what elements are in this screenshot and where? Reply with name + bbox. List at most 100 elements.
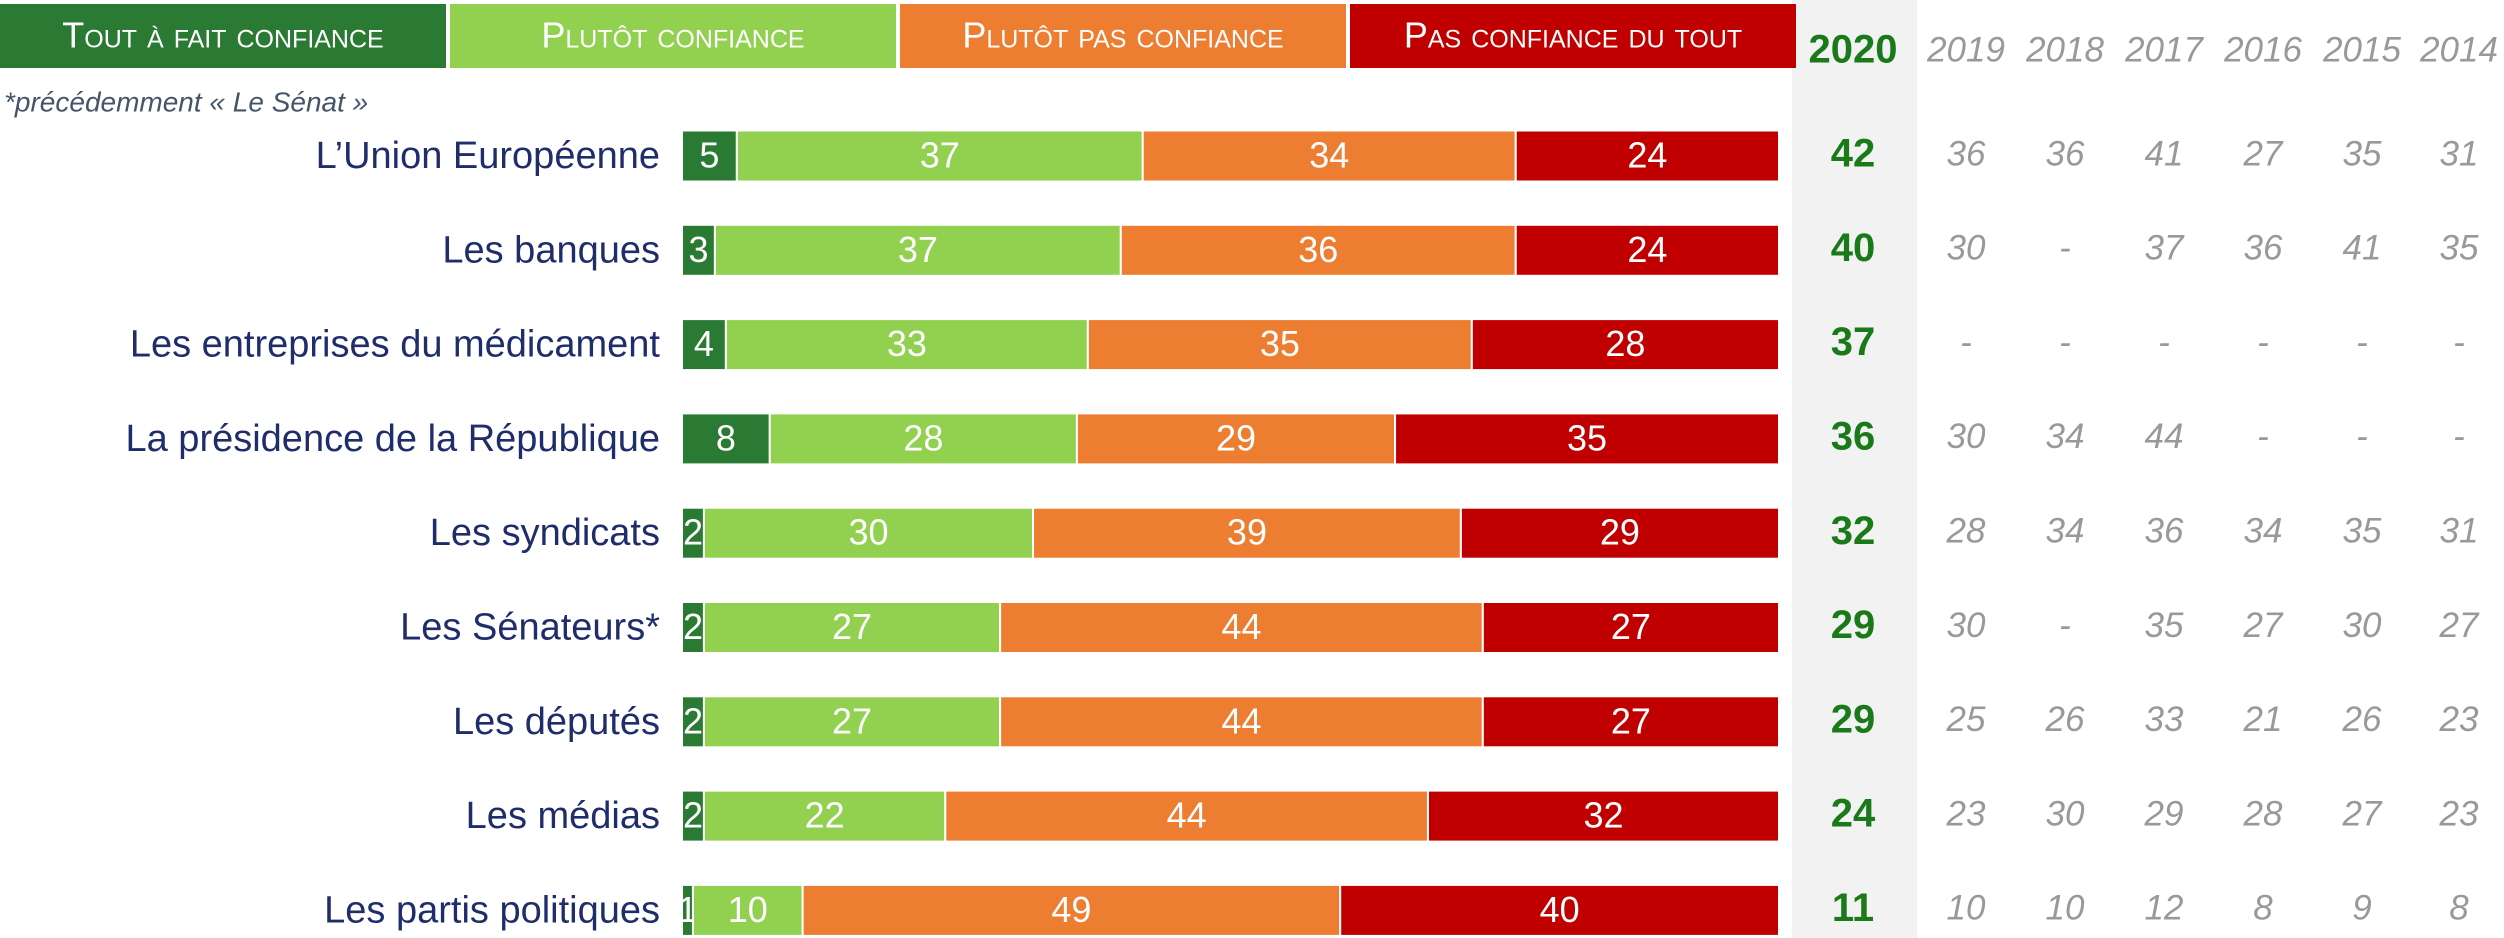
data-label: 35 [1260, 323, 1300, 364]
category-label: Les partis politiques [324, 889, 660, 931]
current-value: 37 [1831, 320, 1876, 364]
year-value: 28 [2243, 794, 2283, 833]
year-value: 41 [2343, 229, 2382, 268]
year-header: 2015 [2322, 30, 2401, 69]
current-value: 42 [1831, 132, 1876, 176]
year-value: 10 [2046, 889, 2085, 928]
year-value: 30 [1947, 606, 1986, 645]
year-value: 26 [2045, 700, 2085, 739]
category-label: Les banques [442, 229, 660, 271]
data-label: 22 [805, 795, 845, 836]
year-value: 12 [2145, 889, 2184, 928]
year-value: 35 [2343, 511, 2382, 550]
year-value: 9 [2352, 889, 2371, 928]
data-label: 24 [1627, 135, 1667, 176]
data-label: 39 [1227, 512, 1267, 553]
bar-segment [999, 601, 1484, 654]
data-label: 35 [1567, 417, 1607, 458]
bar-segment [999, 695, 1484, 749]
category-label: Les syndicats [430, 512, 660, 554]
bar-segment [691, 883, 804, 937]
bar-segment [1339, 883, 1780, 937]
year-value: 31 [2440, 511, 2479, 550]
data-label: 44 [1221, 606, 1261, 647]
data-label: 29 [1216, 417, 1256, 458]
bar-segment [1470, 318, 1780, 372]
bar-segment [702, 695, 1002, 749]
data-label: 37 [920, 135, 960, 176]
year-value: 27 [2243, 606, 2284, 645]
data-label: 10 [728, 889, 768, 930]
data-label: 33 [887, 323, 927, 364]
year-value: - [2453, 323, 2465, 362]
category-label: Les Sénateurs* [400, 607, 660, 649]
year-value: 35 [2343, 134, 2382, 173]
year-value: 35 [2145, 606, 2184, 645]
current-value: 32 [1831, 509, 1876, 553]
year-value: 8 [2253, 889, 2273, 928]
year-value: 36 [1947, 134, 1986, 173]
current-value: 29 [1831, 603, 1876, 647]
current-value: 36 [1831, 414, 1876, 458]
year-value: 33 [2145, 700, 2184, 739]
year-value: - [2257, 417, 2269, 456]
year-value: 21 [2243, 700, 2283, 739]
current-year-header: 2020 [1809, 28, 1898, 72]
year-value: 31 [2440, 134, 2479, 173]
legend-label: Tout à fait confiance [62, 15, 383, 56]
data-label: 34 [1309, 135, 1349, 176]
year-value: 29 [2144, 794, 2184, 833]
year-value: - [2356, 323, 2368, 362]
bar-segment [681, 223, 716, 277]
bar-segment [702, 789, 947, 843]
data-label: 2 [683, 700, 703, 741]
bar-segment [1514, 129, 1780, 183]
bar-segment [1481, 695, 1781, 749]
year-value: 23 [2439, 700, 2479, 739]
data-label: 2 [683, 512, 703, 553]
data-label: 3 [688, 229, 708, 270]
category-label: La présidence de la République [125, 418, 660, 460]
year-value: 27 [2243, 134, 2284, 173]
bar-segment [1426, 789, 1780, 843]
data-label: 44 [1221, 700, 1261, 741]
bar-segment [702, 506, 1035, 560]
data-label: 5 [699, 135, 719, 176]
bar-segment [1481, 601, 1781, 654]
year-value: 36 [2244, 229, 2283, 268]
data-label: 40 [1540, 889, 1580, 930]
year-value: 36 [2046, 134, 2085, 173]
bar-segment [944, 789, 1429, 843]
year-header: 2018 [2025, 30, 2104, 69]
year-value: 41 [2145, 134, 2184, 173]
year-value: - [2158, 323, 2170, 362]
data-label: 36 [1298, 229, 1338, 270]
year-value: 34 [2046, 417, 2085, 456]
legend-swatch [1350, 4, 1796, 68]
bar-segment [702, 601, 1002, 654]
year-value: 35 [2440, 229, 2479, 268]
current-value: 29 [1831, 697, 1876, 741]
year-value: 30 [2343, 606, 2382, 645]
year-value: - [1960, 323, 1972, 362]
year-value: - [2453, 417, 2465, 456]
data-label: 44 [1167, 795, 1207, 836]
year-value: 23 [2439, 794, 2479, 833]
data-label: 29 [1600, 512, 1640, 553]
category-label: L’Union Européenne [316, 135, 660, 177]
category-label: Les médias [466, 795, 660, 837]
bar-segment [1119, 223, 1517, 277]
year-value: - [2059, 606, 2071, 645]
year-value: 36 [2145, 511, 2184, 550]
data-label: 2 [683, 606, 703, 647]
year-header: 2016 [2223, 30, 2302, 69]
year-value: 30 [1947, 417, 1986, 456]
bar-segment [1394, 412, 1781, 466]
legend-label: Plutôt confiance [541, 15, 804, 56]
current-value: 11 [1832, 886, 1874, 930]
year-value: 44 [2145, 417, 2184, 456]
bar-segment [1086, 318, 1473, 372]
data-label: 30 [848, 512, 888, 553]
category-label: Les entreprises du médicament [130, 324, 661, 366]
